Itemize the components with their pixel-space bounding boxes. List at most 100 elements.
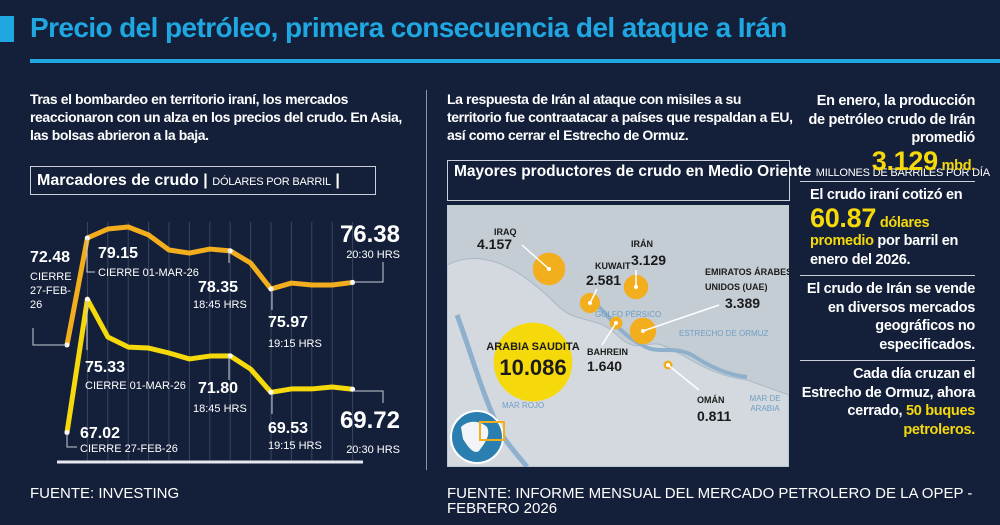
page-title: Precio del petróleo, primera consecuenci…: [30, 12, 787, 43]
bubble-leader: [642, 304, 720, 332]
bubble-value: 10.086: [499, 355, 566, 380]
fact-markets: El crudo de Irán se vende en diversos me…: [800, 276, 975, 361]
data-point: [64, 430, 70, 436]
annotation-note: 20:30 HRS: [346, 249, 400, 261]
bubble-leader: [589, 288, 598, 304]
sea-label: ARABIA: [750, 404, 780, 413]
data-point: [268, 286, 274, 292]
fact-unit: mbd.: [941, 157, 976, 174]
annotation-value: 75.97: [268, 314, 308, 331]
series-line-0: [64, 224, 353, 346]
annotation-note: CIERRE 01-MAR-26: [85, 380, 186, 392]
annotation-value: 69.72: [340, 407, 400, 434]
chart-header: Marcadores de crudo | DÓLARES POR BARRIL…: [30, 166, 376, 195]
bubble-label: OMÁN: [697, 395, 725, 405]
annotation-note: 19:15 HRS: [268, 440, 322, 452]
bubble-dot: [666, 363, 670, 367]
annotation-value: 79.15: [98, 245, 138, 262]
annotation-note: 20:30 HRS: [346, 444, 400, 456]
fact-production: En enero, la producción de petróleo crud…: [800, 88, 975, 182]
fact-text: Cada día cruzan el Estrecho de Ormuz, ah…: [801, 366, 976, 419]
series-line-1: [64, 296, 353, 433]
annotation-note: CIERRE 01-MAR-26: [98, 267, 199, 279]
bubble-leader: [521, 244, 550, 270]
map-header: Mayores productores de crudo en Medio Or…: [447, 160, 990, 201]
data-point: [227, 353, 233, 359]
chart-unit: DÓLARES POR BARRIL: [212, 176, 331, 188]
mid-intro-text: La respuesta de Irán al ataque con misil…: [447, 91, 793, 143]
bubble-value: 3.389: [725, 295, 760, 311]
data-point: [227, 248, 233, 254]
bubble-label: KUWAIT: [595, 261, 631, 271]
globe-land: [461, 421, 489, 452]
bubble-label: EMIRATOS ÁRABES: [705, 267, 789, 277]
facts-column: En enero, la producción de petróleo crud…: [800, 88, 975, 445]
annotation-value: 67.02: [80, 425, 120, 442]
bubble-value: 4.157: [477, 236, 512, 252]
bubble-arabia: [493, 322, 573, 402]
fact-highlight: dólares promedio: [810, 214, 930, 250]
annotation-note: 27-FEB-: [30, 285, 71, 297]
price-line-chart: 72.48 CIERRE 27-FEB- 26 79.15 CIERRE 01-MAR-2…: [30, 221, 400, 464]
bubble-dot: [547, 267, 551, 271]
source-left: FUENTE: INVESTING: [30, 485, 180, 502]
annotation-leader: [353, 390, 384, 403]
annotation-note: CIERRE: [30, 271, 72, 283]
bubble-label: BAHREIN: [587, 347, 628, 357]
fact-ships: Cada día cruzan el Estrecho de Ormuz, ah…: [800, 361, 976, 445]
bubble-leader: [601, 322, 617, 346]
land-shape: [447, 258, 789, 467]
annotation-value: 69.53: [268, 420, 308, 437]
fact-text: El crudo iraní cotizó en: [810, 187, 963, 203]
globe-locator-box: [479, 421, 505, 441]
left-intro-text: Tras el bombardeo en territorio iraní, l…: [30, 91, 402, 143]
sea-label: GOLFO PÉRSICO: [595, 310, 661, 319]
annotation-note: CIERRE 27-FEB-26: [80, 443, 178, 455]
data-point: [268, 389, 274, 395]
annotation-note: 18:45 HRS: [193, 299, 247, 311]
bubble-leader: [667, 364, 700, 391]
sea-label: ESTRECHO DE ORMUZ: [679, 329, 768, 338]
bubble-dot: [641, 329, 645, 333]
map-unit: MILLONES DE BARRILES POR DÍA: [815, 167, 990, 179]
bubble-value: 3.129: [631, 252, 666, 268]
chart-title: Marcadores de crudo: [37, 172, 199, 189]
fact-text: El crudo de Irán se vende en diversos me…: [806, 281, 975, 353]
bubble-dot: [634, 285, 638, 289]
annotation-value: 71.80: [198, 380, 238, 397]
bubble-label: UNIDOS (UAE): [705, 282, 768, 292]
sea-label: MAR DE: [749, 394, 780, 403]
fact-price: El crudo iraní cotizó en 60.87 dólares p…: [800, 182, 975, 276]
bubble-value: 2.581: [586, 272, 621, 288]
fact-text: En enero, la producción de petróleo crud…: [808, 93, 975, 146]
data-point: [84, 296, 90, 302]
bubble-dot: [614, 321, 618, 325]
annotation-note: 19:15 HRS: [268, 338, 322, 350]
annotation-note: 18:45 HRS: [193, 403, 247, 415]
bubble-dot: [588, 301, 592, 305]
annotation-value: 75.33: [85, 359, 125, 376]
bubble-label: ARABIA SAUDITA: [486, 341, 580, 353]
annotation-leader: [353, 262, 384, 283]
data-point: [350, 279, 356, 285]
source-right: FUENTE: INFORME MENSUAL DEL MERCADO PETR…: [447, 485, 973, 517]
bubble-value: 0.811: [697, 408, 731, 424]
bubble-label: IRAQ: [494, 227, 517, 237]
fact-value: 60.87: [810, 202, 877, 233]
fact-value: 3.129: [871, 145, 938, 176]
bubble-label: IRÁN: [631, 239, 653, 249]
fact-highlight: 50 buques petroleros.: [903, 403, 975, 438]
annotation-value: 78.35: [198, 279, 238, 296]
annotation-value: 76.38: [340, 221, 400, 248]
bubble-value: 1.640: [587, 358, 622, 374]
map-title: Mayores productores de crudo en Medio Or…: [454, 163, 812, 180]
title-rule: [30, 59, 1000, 63]
annotation-leader: [66, 433, 77, 448]
annotation-value: 72.48: [30, 249, 70, 266]
annotation-leader: [32, 328, 67, 346]
sea-label: MAR ROJO: [502, 401, 544, 410]
title-accent-bar: [0, 16, 14, 42]
fact-text: por barril en enero del 2026.: [810, 233, 959, 268]
annotation-leader: [86, 238, 95, 273]
